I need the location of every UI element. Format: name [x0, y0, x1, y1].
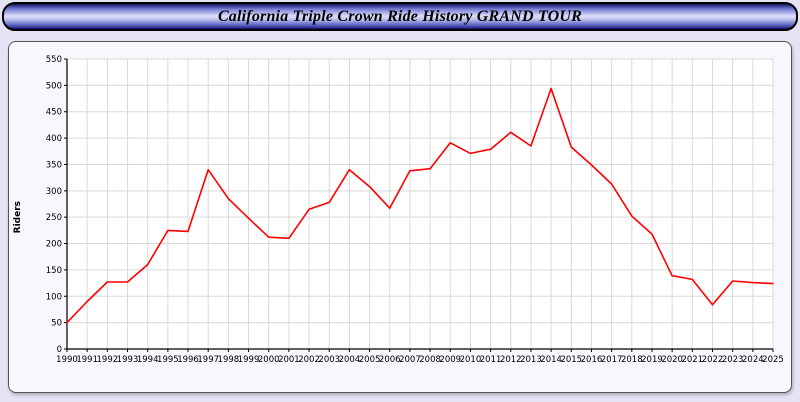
x-tick-label: 2010: [460, 355, 482, 365]
chart-panel: Riders 0 50 100 150 200 250 300 350 400 450 500 550…: [8, 41, 792, 393]
x-tick-label: 2004: [339, 355, 361, 365]
x-tick-label: 2019: [641, 355, 663, 365]
x-tick-label: 2002: [298, 355, 320, 365]
x-tick-label: 2017: [601, 355, 623, 365]
y-tick-label: 400: [46, 134, 62, 144]
y-tick-label: 200: [46, 240, 62, 250]
y-tick-label: 550: [46, 55, 62, 65]
y-tick-label: 350: [46, 160, 62, 170]
x-tick-label: 2015: [560, 355, 582, 365]
x-tick-label: 2001: [278, 355, 300, 365]
x-tick-label: 1995: [157, 355, 179, 365]
x-tick-label: 2013: [520, 355, 542, 365]
riders-series-line: [66, 87, 774, 324]
x-tick-label: 2023: [722, 355, 744, 365]
x-tick-label: 1999: [238, 355, 260, 365]
x-tick-label: 1998: [218, 355, 240, 365]
y-tick-label: 150: [46, 266, 62, 276]
y-tick-label: 250: [46, 213, 62, 223]
x-tick-label: 2016: [581, 355, 603, 365]
x-tick-label: 2006: [379, 355, 401, 365]
x-tick-label: 2025: [762, 355, 784, 365]
x-tick-label: 1996: [177, 355, 199, 365]
y-axis-label-wrap: Riders: [9, 42, 27, 392]
x-tick-label: 2021: [681, 355, 703, 365]
y-tick-label: 100: [46, 292, 62, 302]
x-tick-label: 2008: [419, 355, 441, 365]
y-tick-label: 50: [51, 319, 62, 329]
x-tick-label: 2014: [540, 355, 562, 365]
ride-history-line-chart: 0501001502002503003504004505005501990199…: [46, 55, 784, 365]
x-tick-label: 2020: [661, 355, 683, 365]
x-tick-label: 2012: [500, 355, 522, 365]
x-tick-label: 2011: [480, 355, 502, 365]
plot-area: [67, 59, 773, 349]
x-tick-label: 1994: [137, 355, 159, 365]
x-tick-label: 2007: [399, 355, 421, 365]
x-tick-label: 2003: [318, 355, 340, 365]
title-bar: California Triple Crown Ride History GRA…: [2, 2, 798, 31]
y-axis-label: Riders: [13, 200, 23, 234]
x-tick-label: 1993: [117, 355, 139, 365]
page-title: California Triple Crown Ride History GRA…: [217, 7, 583, 25]
x-tick-label: 2022: [702, 355, 724, 365]
x-tick-label: 2018: [621, 355, 643, 365]
y-tick-label: 300: [46, 187, 62, 197]
x-tick-label: 1997: [197, 355, 219, 365]
x-tick-label: 2000: [258, 355, 280, 365]
y-tick-label: 0: [57, 345, 62, 355]
x-tick-label: 1992: [97, 355, 119, 365]
y-tick-label: 450: [46, 108, 62, 118]
y-tick-label: 500: [46, 81, 62, 91]
x-tick-label: 1991: [76, 355, 98, 365]
x-tick-label: 1990: [56, 355, 78, 365]
x-tick-label: 2005: [359, 355, 381, 365]
x-tick-label: 2024: [742, 355, 764, 365]
x-tick-label: 2009: [439, 355, 461, 365]
